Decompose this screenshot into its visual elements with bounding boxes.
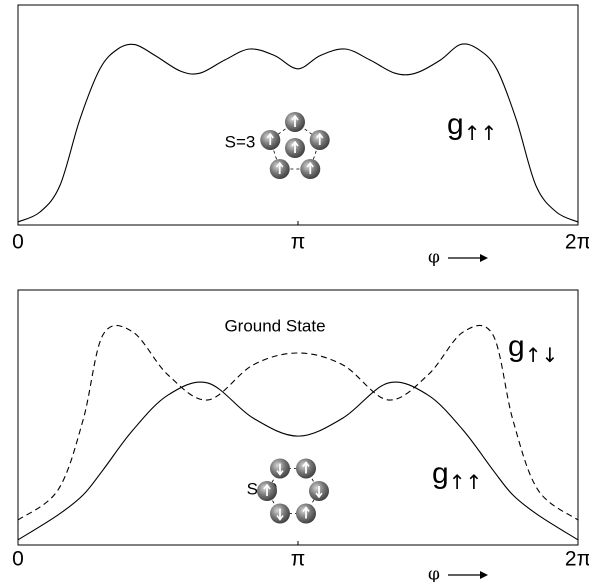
spin-cluster [260,112,330,180]
x-axis-label: φ [428,565,440,582]
curve [17,43,578,223]
curve [17,324,579,521]
annotation-subscript: ↑↓ [525,343,559,367]
x-tick-label: 0 [12,231,24,254]
x-axis-arrow-head [480,571,488,579]
x-tick-label: π [291,548,306,571]
annotation: g↑↑ [432,457,482,494]
spin-cluster [257,458,329,524]
spin-arrow-head [302,461,310,467]
x-tick-label: 0 [12,548,24,571]
annotation: g↑↓ [508,330,558,367]
panel: 0 π 2π φ S=3 g↑↑ [12,4,589,268]
spin-arrow-head [276,161,284,168]
x-tick-label: 2π [565,548,589,571]
spin-arrow-head [316,132,324,139]
annotation-symbol: g [508,330,525,363]
annotation-symbol: g [447,108,464,141]
x-axis-arrow-head [480,254,488,262]
annotation-subscript: ↑↑ [449,470,483,494]
annotation: g↑↑ [447,108,497,145]
annotation: Ground State [224,316,325,335]
spin-arrow-head [315,492,323,499]
x-tick-label: π [291,231,306,254]
spin-arrow-head [266,132,274,139]
spin-arrow-head [302,506,310,512]
spin-arrow-head [263,483,271,490]
x-tick-label: 2π [565,231,589,254]
spin-arrow-head [291,140,299,147]
spin-arrow-head [276,470,284,476]
spin-arrow-head [291,114,299,121]
annotation-subscript: ↑↑ [464,121,498,145]
annotation-symbol: g [432,457,449,490]
x-axis-label: φ [428,248,440,268]
spin-arrow-head [276,515,284,521]
curve [17,381,579,541]
spin-arrow-head [306,161,314,168]
annotation: S=3 [225,132,256,151]
